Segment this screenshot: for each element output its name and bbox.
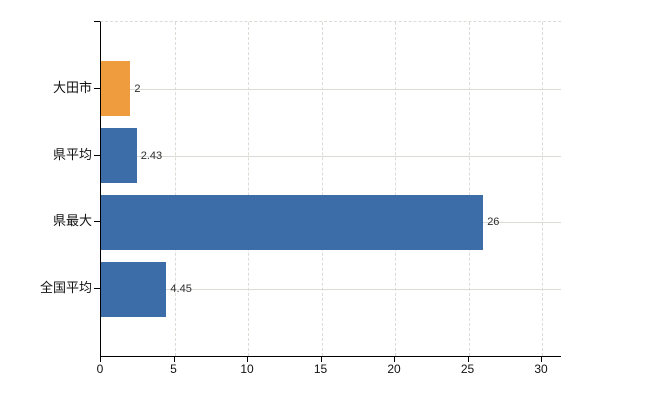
category-label: 大田市	[52, 79, 92, 95]
bar-value-label: 26	[487, 216, 500, 229]
y-axis-tick	[94, 21, 100, 22]
category-label: 全国平均	[39, 280, 92, 296]
x-axis-tick-label: 20	[387, 362, 401, 376]
horizontal-gridline	[101, 155, 561, 157]
bar	[101, 128, 137, 184]
horizontal-gridline	[101, 88, 561, 90]
y-axis-tick	[94, 87, 100, 89]
bar-value-label: 2	[134, 82, 141, 95]
x-axis-tick-label: 30	[534, 362, 548, 376]
vertical-gridline	[468, 22, 470, 356]
bar-value-label: 2.43	[140, 149, 163, 162]
x-axis-tick-label: 25	[460, 362, 475, 376]
x-axis-tick-label: 10	[240, 362, 254, 376]
plot-area: 2 2.43 26 4.45	[100, 21, 561, 357]
x-axis-tick	[247, 356, 248, 362]
x-axis-tick-label: 15	[313, 362, 328, 376]
x-axis-tick	[467, 356, 469, 362]
y-axis-tick	[94, 154, 100, 156]
x-axis-tick	[320, 356, 322, 362]
horizontal-gridline	[101, 289, 561, 291]
x-axis-tick-label: 0	[96, 362, 104, 376]
bar-value-label: 4.45	[170, 283, 192, 296]
category-label: 県最大	[52, 213, 92, 229]
x-axis-tick	[173, 356, 175, 362]
y-axis-tick	[94, 288, 100, 290]
bar	[101, 261, 167, 317]
x-axis-tick	[541, 356, 542, 362]
vertical-gridline	[542, 22, 543, 356]
bar	[101, 61, 131, 117]
vertical-gridline	[395, 22, 396, 356]
y-axis-tick	[94, 221, 100, 223]
x-axis-tick	[394, 356, 395, 362]
x-axis-tick-label: 5	[170, 362, 177, 376]
bar	[101, 194, 484, 250]
vertical-gridline	[248, 22, 249, 356]
x-axis-tick	[100, 356, 101, 362]
category-label: 県平均	[52, 146, 92, 162]
vertical-gridline	[321, 22, 323, 356]
vertical-gridline	[174, 22, 176, 356]
